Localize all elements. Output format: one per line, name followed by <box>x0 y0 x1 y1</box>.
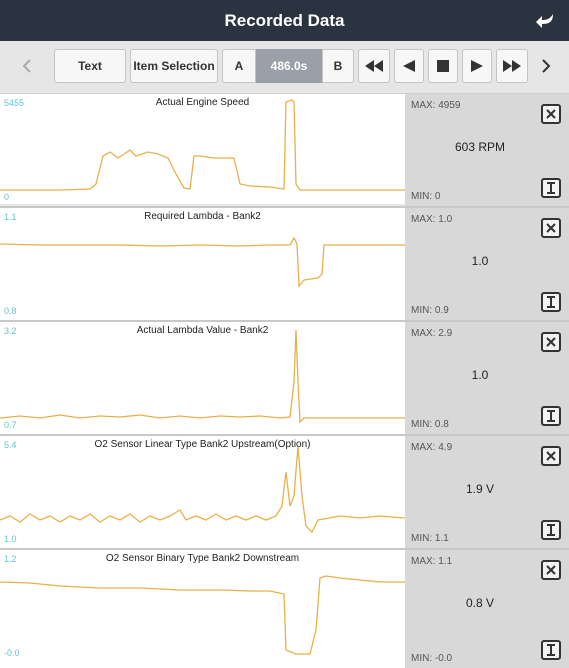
prev-page-button[interactable] <box>14 49 40 83</box>
graph-area[interactable]: 1.1 0.8 Required Lambda - Bank2 <box>0 208 405 320</box>
max-value-label: MAX: 4.9 <box>411 442 453 453</box>
cursor-toggle-button[interactable] <box>541 520 561 540</box>
close-icon <box>546 451 556 461</box>
trace-graph <box>0 236 405 288</box>
close-panel-button[interactable] <box>541 218 561 238</box>
min-value-label: MIN: 0 <box>411 191 441 202</box>
current-value: 0.8 V <box>465 596 495 610</box>
cursor-toggle-button[interactable] <box>541 292 561 312</box>
min-value-label: MIN: 1.1 <box>411 533 449 544</box>
value-sidebar: MAX: 2.9 1.0 MIN: 0.8 <box>405 322 569 434</box>
trace-graph <box>0 575 405 655</box>
data-panel-actual-lambda: 3.2 0.7 Actual Lambda Value - Bank2 MAX:… <box>0 322 569 436</box>
min-value-label: MIN: 0.8 <box>411 419 449 430</box>
min-value-label: MIN: 0.9 <box>411 305 449 316</box>
play-button[interactable] <box>462 49 492 83</box>
axis-min-label: 0.7 <box>4 420 17 430</box>
graph-area[interactable]: 5455 0 Actual Engine Speed <box>0 94 405 206</box>
i-beam-icon <box>547 182 555 194</box>
i-beam-icon <box>547 644 555 656</box>
fast-forward-icon <box>503 60 521 72</box>
max-value-label: MAX: 1.0 <box>411 214 453 225</box>
next-page-button[interactable] <box>534 49 558 83</box>
panel-title: Actual Lambda Value - Bank2 <box>136 325 269 336</box>
item-selection-button[interactable]: Item Selection <box>130 49 218 83</box>
graph-area[interactable]: 5.4 1.0 O2 Sensor Linear Type Bank2 Upst… <box>0 436 405 548</box>
close-panel-button[interactable] <box>541 332 561 352</box>
i-beam-icon <box>547 524 555 536</box>
value-sidebar: MAX: 1.1 0.8 V MIN: -0.0 <box>405 550 569 668</box>
play-reverse-icon <box>403 60 415 72</box>
axis-min-label: -0.0 <box>4 648 20 658</box>
fast-forward-button[interactable] <box>496 49 528 83</box>
page-title: Recorded Data <box>224 11 345 30</box>
step-back-button[interactable] <box>394 49 424 83</box>
fast-rewind-icon <box>365 60 383 72</box>
min-value-label: MIN: -0.0 <box>411 653 453 664</box>
stop-button[interactable] <box>428 49 458 83</box>
fast-rewind-button[interactable] <box>358 49 390 83</box>
current-value: 603 RPM <box>454 140 506 154</box>
current-value: 1.9 V <box>465 482 495 496</box>
play-icon <box>471 60 483 72</box>
max-value-label: MAX: 1.1 <box>411 556 453 567</box>
panel-title: O2 Sensor Binary Type Bank2 Downstream <box>105 553 300 564</box>
close-panel-button[interactable] <box>541 104 561 124</box>
data-panel-o2-binary-downstream: 1.2 -0.0 O2 Sensor Binary Type Bank2 Dow… <box>0 550 569 668</box>
stop-icon <box>437 60 449 72</box>
axis-max-label: 3.2 <box>4 326 17 336</box>
panel-title: Required Lambda - Bank2 <box>144 211 261 222</box>
panel-title: Actual Engine Speed <box>155 97 250 108</box>
value-sidebar: MAX: 4.9 1.9 V MIN: 1.1 <box>405 436 569 548</box>
axis-max-label: 5455 <box>4 98 25 108</box>
trace-graph <box>0 445 405 534</box>
axis-max-label: 5.4 <box>4 440 17 450</box>
close-icon <box>546 109 556 119</box>
panel-title: O2 Sensor Linear Type Bank2 Upstream(Opt… <box>94 439 311 450</box>
axis-max-label: 1.2 <box>4 554 17 564</box>
time-value: 486.0s <box>256 49 322 83</box>
header-bar: Recorded Data <box>0 0 569 41</box>
cursor-toggle-button[interactable] <box>541 640 561 660</box>
close-panel-button[interactable] <box>541 560 561 580</box>
chevron-right-icon <box>542 59 551 73</box>
i-beam-icon <box>547 410 555 422</box>
data-panel-required-lambda: 1.1 0.8 Required Lambda - Bank2 MAX: 1.0… <box>0 208 569 322</box>
graph-area[interactable]: 3.2 0.7 Actual Lambda Value - Bank2 <box>0 322 405 434</box>
close-icon <box>546 223 556 233</box>
value-sidebar: MAX: 4959 603 RPM MIN: 0 <box>405 94 569 206</box>
axis-min-label: 0.8 <box>4 306 17 316</box>
toolbar: Text Item Selection A 486.0s B <box>0 41 569 94</box>
axis-min-label: 0 <box>4 192 10 202</box>
axis-min-label: 1.0 <box>4 534 17 544</box>
max-value-label: MAX: 4959 <box>411 100 461 111</box>
data-panel-o2-linear-upstream: 5.4 1.0 O2 Sensor Linear Type Bank2 Upst… <box>0 436 569 550</box>
max-value-label: MAX: 2.9 <box>411 328 453 339</box>
i-beam-icon <box>547 296 555 308</box>
current-value: 1.0 <box>471 254 489 268</box>
close-icon <box>546 565 556 575</box>
marker-b-button[interactable]: B <box>322 49 354 83</box>
text-button[interactable]: Text <box>54 49 126 83</box>
data-panel-engine-speed: 5455 0 Actual Engine Speed MAX: 4959 603… <box>0 94 569 208</box>
back-arrow-icon[interactable] <box>533 8 559 34</box>
value-sidebar: MAX: 1.0 1.0 MIN: 0.9 <box>405 208 569 320</box>
current-value: 1.0 <box>471 368 489 382</box>
cursor-toggle-button[interactable] <box>541 178 561 198</box>
marker-a-button[interactable]: A <box>222 49 256 83</box>
trace-graph <box>0 99 405 206</box>
chevron-left-icon <box>22 59 31 73</box>
graph-area[interactable]: 1.2 -0.0 O2 Sensor Binary Type Bank2 Dow… <box>0 550 405 662</box>
cursor-toggle-button[interactable] <box>541 406 561 426</box>
axis-max-label: 1.1 <box>4 212 17 222</box>
close-panel-button[interactable] <box>541 446 561 466</box>
trace-graph <box>0 329 405 424</box>
close-icon <box>546 337 556 347</box>
